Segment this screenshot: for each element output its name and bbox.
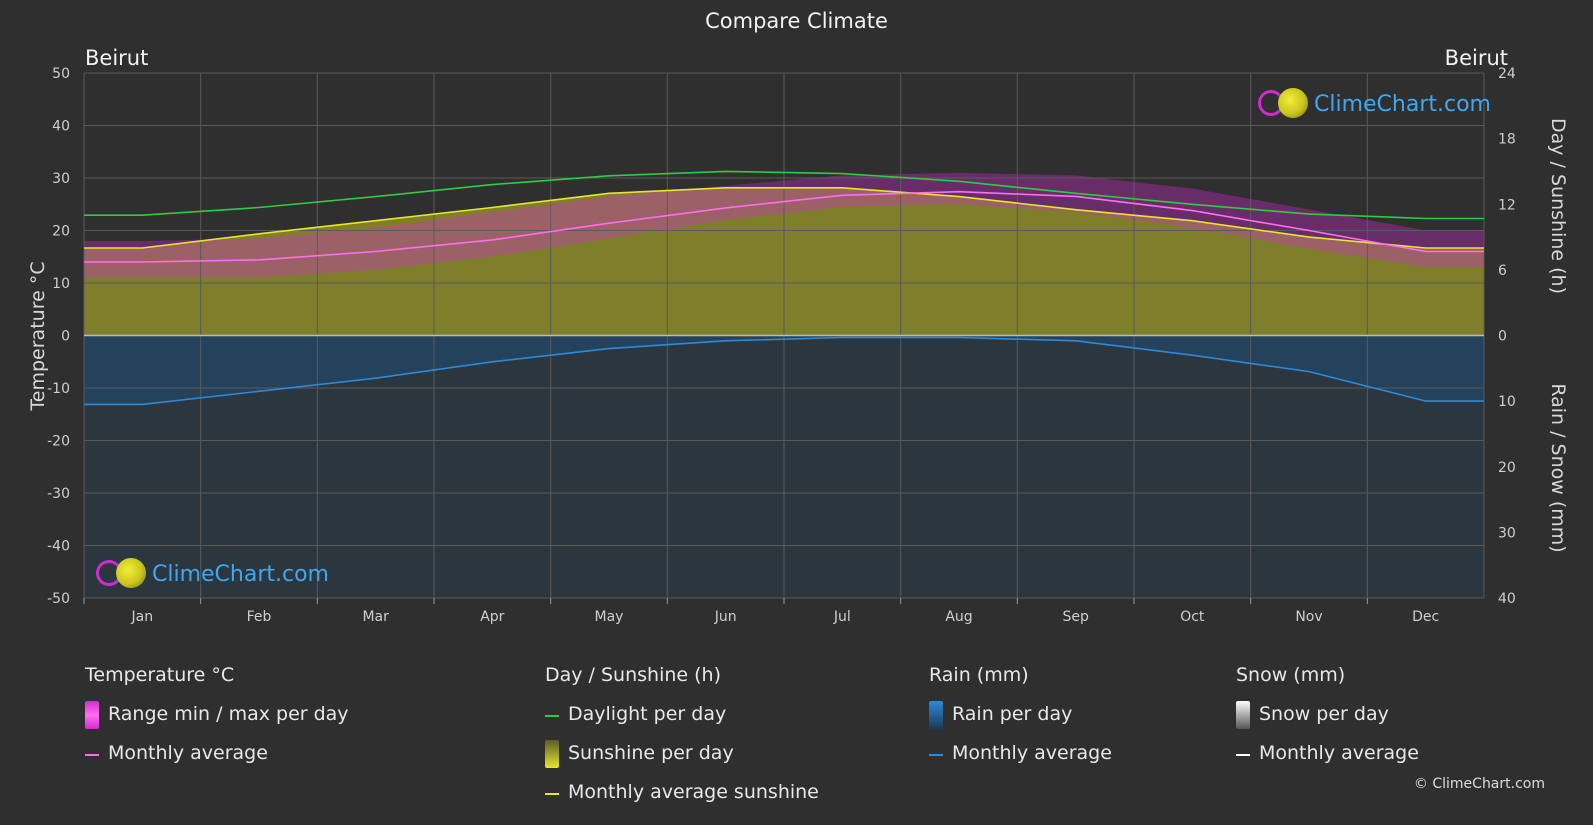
- legend-item-daylight: Daylight per day: [545, 703, 726, 742]
- month-tick-label: Oct: [1180, 609, 1205, 625]
- month-tick-label: Feb: [247, 609, 272, 625]
- right-tick-label: 20: [1498, 460, 1516, 476]
- month-tick-label: Apr: [480, 609, 504, 625]
- legend-title: Snow (mm): [1236, 664, 1346, 686]
- right-tick-label: 24: [1498, 66, 1516, 82]
- month-tick-label: Jul: [833, 609, 851, 625]
- right-tick-label: 10: [1498, 394, 1516, 410]
- left-tick-label: -50: [47, 591, 70, 607]
- sunshine-swatch-icon: [545, 740, 559, 768]
- line-swatch-icon: [85, 754, 99, 756]
- chart-ticks: 50 40 30 20 10 0 -10 -20 -30 -40 -50 24 18 12 6 0 10 20 30…: [47, 66, 1516, 625]
- daylight-line: [84, 170, 1484, 220]
- copyright: © ClimeChart.com: [1413, 776, 1545, 792]
- month-tick-label: Aug: [945, 609, 972, 625]
- legend-item-rain: Rain per day: [929, 701, 1072, 742]
- month-tick-label: Jan: [131, 609, 154, 625]
- legend-title: Day / Sunshine (h): [545, 664, 722, 686]
- right-tick-label: 12: [1498, 197, 1516, 213]
- sunshine-avg-line: [84, 187, 1484, 249]
- left-tick-label: -40: [47, 539, 70, 555]
- month-tick-label: Jun: [714, 609, 737, 625]
- city-right-label: Beirut: [1444, 46, 1508, 70]
- brand-name: ClimeChart.com: [152, 561, 329, 587]
- right-tick-label: 18: [1498, 132, 1516, 148]
- legend-item-rain-avg: Monthly average: [929, 742, 1112, 781]
- rain-swatch-icon: [929, 701, 943, 729]
- month-tick-label: Nov: [1295, 609, 1322, 625]
- legend-rain: Rain (mm) Rain per day Monthly average: [929, 664, 1112, 781]
- legend-item-sunshine-avg: Monthly average sunshine: [545, 781, 819, 820]
- legend-item-snow: Snow per day: [1236, 701, 1389, 742]
- legend-item-temp-avg: Monthly average: [85, 742, 268, 781]
- right-tick-label: 6: [1498, 263, 1507, 279]
- month-tick-label: Sep: [1062, 609, 1089, 625]
- climechart-logo-icon: [96, 558, 148, 590]
- left-tick-label: -30: [47, 486, 70, 502]
- legend-item-range: Range min / max per day: [85, 701, 349, 742]
- chart-grid: [83, 72, 1485, 599]
- city-left-label: Beirut: [85, 46, 149, 70]
- left-tick-label: 30: [52, 171, 70, 187]
- line-swatch-icon: [1236, 754, 1250, 756]
- month-tick-label: May: [595, 609, 624, 625]
- brand-logo-bottom[interactable]: ClimeChart.com: [96, 558, 329, 590]
- legend-title: Temperature °C: [85, 664, 235, 686]
- rain-avg-line: [84, 336, 1484, 406]
- legend-title: Rain (mm): [929, 664, 1029, 686]
- left-axis-title: Temperature °C: [27, 261, 49, 411]
- legend-sunshine: Day / Sunshine (h) Daylight per day Suns…: [545, 664, 819, 820]
- temp-avg-line: [84, 190, 1484, 263]
- line-swatch-icon: [545, 793, 559, 795]
- month-tick-label: Dec: [1412, 609, 1439, 625]
- legend-item-sunshine: Sunshine per day: [545, 740, 734, 781]
- left-tick-label: 40: [52, 119, 70, 135]
- right-top-axis-title: Day / Sunshine (h): [1547, 118, 1569, 294]
- right-tick-label: 30: [1498, 525, 1516, 541]
- left-tick-label: 20: [52, 224, 70, 240]
- legend-snow: Snow (mm) Snow per day Monthly average: [1236, 664, 1419, 781]
- right-bottom-axis-title: Rain / Snow (mm): [1547, 383, 1569, 552]
- line-swatch-icon: [929, 754, 943, 756]
- range-swatch-icon: [85, 701, 99, 729]
- month-tick-label: Mar: [362, 609, 389, 625]
- climate-chart: 50 40 30 20 10 0 -10 -20 -30 -40 -50 24 18 12 6 0 10 20 30…: [27, 66, 1569, 625]
- left-tick-label: 0: [61, 329, 70, 345]
- left-tick-label: -10: [47, 381, 70, 397]
- legend-temperature: Temperature °C Range min / max per day M…: [85, 664, 349, 781]
- brand-name: ClimeChart.com: [1314, 91, 1491, 117]
- right-tick-label: 40: [1498, 591, 1516, 607]
- line-swatch-icon: [545, 715, 559, 717]
- left-tick-label: -20: [47, 434, 70, 450]
- chart-title: Compare Climate: [705, 9, 888, 33]
- chart-lines: [84, 170, 1484, 406]
- right-tick-label: 0: [1498, 329, 1507, 345]
- left-tick-label: 10: [52, 276, 70, 292]
- legend-item-snow-avg: Monthly average: [1236, 742, 1419, 781]
- brand-logo-top[interactable]: ClimeChart.com: [1258, 88, 1491, 120]
- left-tick-label: 50: [52, 66, 70, 82]
- climechart-logo-icon: [1258, 88, 1310, 120]
- snow-swatch-icon: [1236, 701, 1250, 729]
